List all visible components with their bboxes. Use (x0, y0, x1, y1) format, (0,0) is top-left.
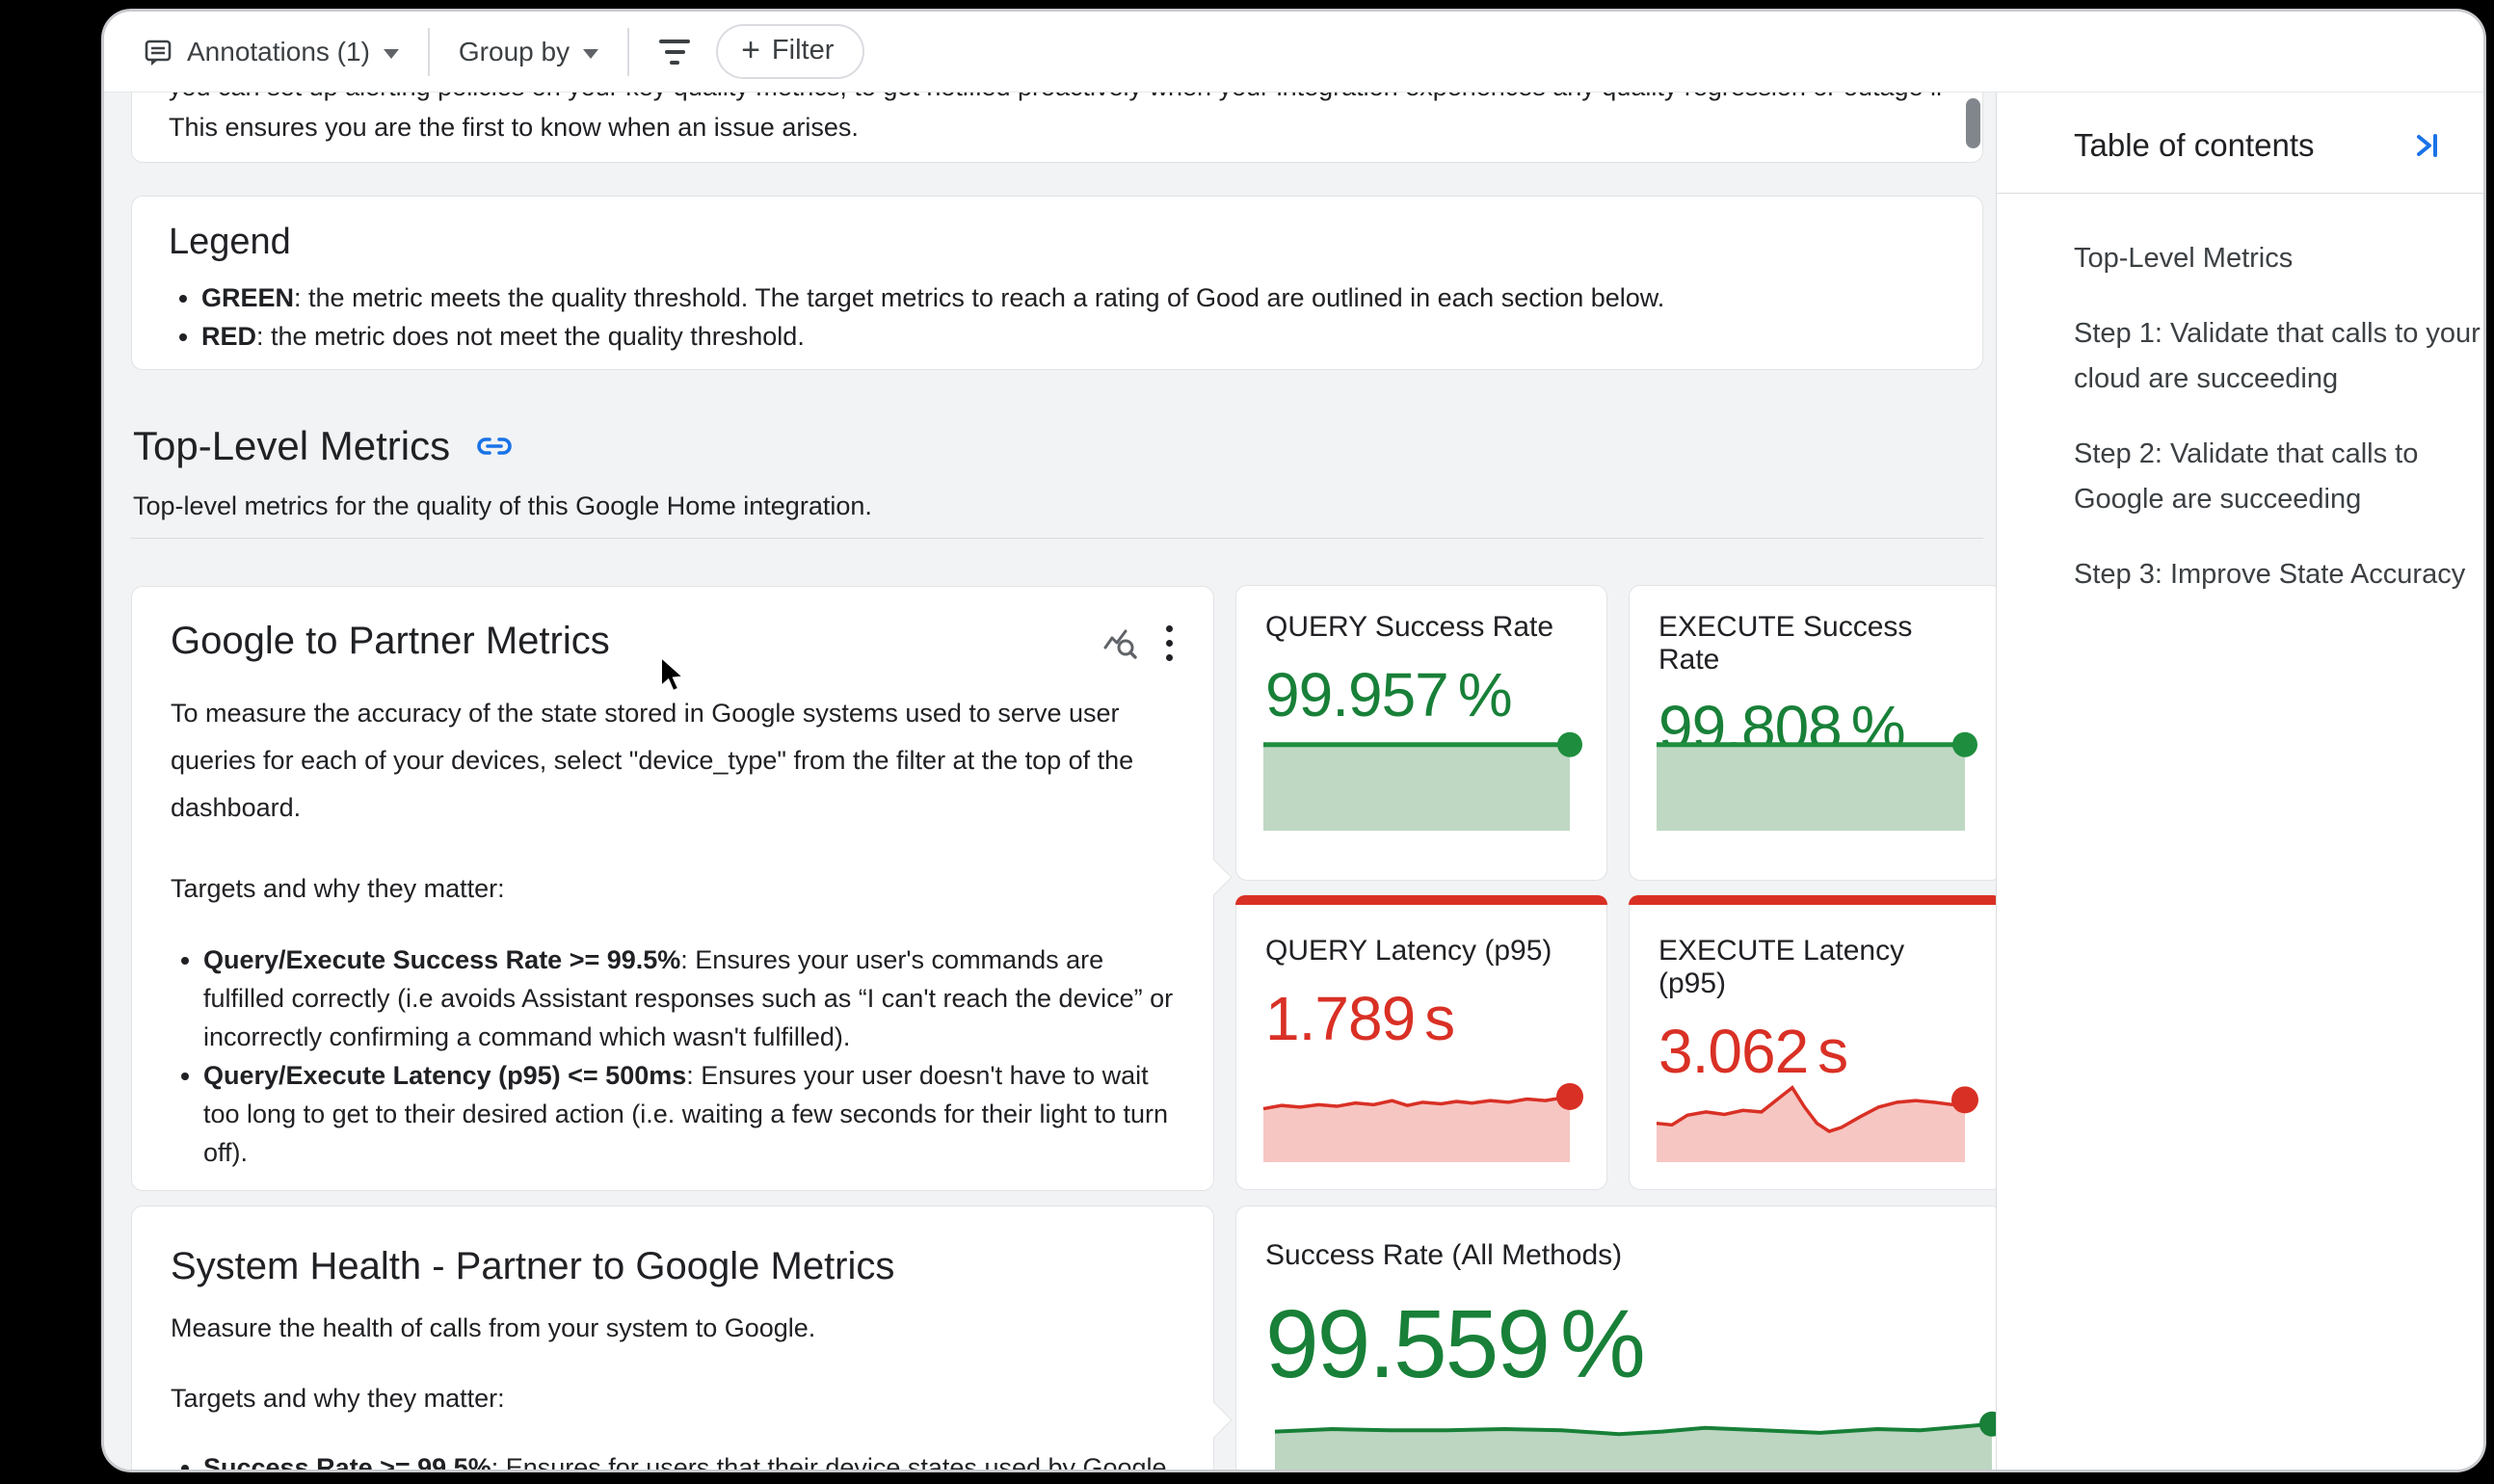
legend-list: GREEN: the metric meets the quality thre… (169, 278, 1946, 356)
metric-title: QUERY Latency (p95) (1265, 935, 1552, 967)
toc-item-step-3[interactable]: Step 3: Improve State Accuracy (2074, 559, 2466, 590)
targets-label: Targets and why they matter: (171, 1384, 505, 1413)
plus-icon: + (741, 31, 760, 68)
link-icon[interactable] (475, 432, 514, 461)
sparkline-chart (1657, 731, 1977, 831)
metric-title: EXECUTE Latency (p95) (1658, 935, 1905, 999)
execute-success-rate-card[interactable]: EXECUTE Success Rate 99.808% (1629, 585, 1996, 881)
target-item: Success Rate >= 99.5%: Ensures for users… (203, 1448, 1175, 1470)
collapse-panel-icon[interactable] (2410, 129, 2443, 162)
metric-title: QUERY Success Rate (1265, 611, 1554, 643)
targets-label: Targets and why they matter: (171, 874, 505, 903)
sparkline-chart (1656, 1085, 1978, 1162)
legend-title: Legend (169, 222, 291, 262)
threshold-fail-bar (1629, 895, 1996, 905)
card-paragraph: To measure the accuracy of the state sto… (171, 699, 1134, 822)
target-item: Query/Execute Success Rate >= 99.5%: Ens… (203, 941, 1175, 1056)
table-of-contents-panel: Table of contents Top-Level Metrics Step… (1996, 93, 2483, 1470)
section-title: Top-Level Metrics (133, 423, 451, 468)
annotations-label: Annotations (1) (187, 36, 370, 66)
top-level-metrics-heading: Top-Level Metrics (133, 423, 514, 469)
section-description: Top-level metrics for the quality of thi… (133, 491, 872, 520)
targets-list: Query/Execute Success Rate >= 99.5%: Ens… (171, 941, 1175, 1172)
alerting-info-card: you can set up alerting policies on your… (131, 93, 1983, 163)
vertical-scrollbar[interactable] (1966, 98, 1980, 148)
card-connector-arrow (1195, 1401, 1233, 1439)
sparkline-chart (1262, 1082, 1583, 1162)
metric-title: EXECUTE Success Rate (1658, 611, 1913, 676)
chevron-down-icon (583, 48, 599, 59)
card-title: Google to Partner Metrics (171, 620, 610, 662)
metric-value: 3.062 s (1658, 1017, 1848, 1086)
query-latency-card[interactable]: QUERY Latency (p95) 1.789 s (1235, 895, 1607, 1190)
chevron-down-icon (383, 48, 399, 59)
execute-latency-card[interactable]: EXECUTE Latency (p95) 3.062 s (1629, 895, 1996, 1190)
dashboard-window: Annotations (1) Group by + Filter you ca… (104, 12, 2483, 1470)
legend-card: Legend GREEN: the metric meets the quali… (131, 196, 1983, 370)
more-options-icon[interactable] (1164, 623, 1175, 663)
metrics-explorer-icon[interactable] (1102, 626, 1137, 661)
annotations-dropdown[interactable]: Annotations (1) (143, 37, 399, 67)
group-by-label: Group by (458, 36, 570, 66)
threshold-fail-bar (1235, 895, 1607, 905)
metric-value: 1.789 s (1265, 984, 1455, 1053)
query-success-rate-card[interactable]: QUERY Success Rate 99.957% (1235, 585, 1607, 881)
card-title: System Health - Partner to Google Metric… (171, 1245, 895, 1287)
filter-list-icon[interactable] (658, 39, 691, 65)
toc-item-top-level-metrics[interactable]: Top-Level Metrics (2074, 243, 2294, 274)
toc-item-step-1[interactable]: Step 1: Validate that calls to your clou… (2074, 318, 2481, 394)
add-filter-button[interactable]: + Filter (716, 24, 865, 79)
metric-title: Success Rate (All Methods) (1265, 1239, 1623, 1271)
card-connector-arrow (1195, 859, 1233, 896)
legend-item-red: RED: the metric does not meet the qualit… (201, 317, 1946, 356)
dashboard-toolbar: Annotations (1) Group by + Filter (104, 12, 2483, 93)
target-item: Query/Execute Latency (p95) <= 500ms: En… (203, 1056, 1175, 1172)
clipped-text-line: you can set up alerting policies on your… (169, 93, 1946, 101)
annotation-icon (145, 40, 172, 66)
dashboard-scroll-area[interactable]: you can set up alerting policies on your… (104, 93, 1996, 1470)
sparkline-chart (1274, 1411, 1996, 1470)
success-rate-all-methods-card[interactable]: Success Rate (All Methods) 99.559% (1235, 1206, 1996, 1470)
toc-item-step-2[interactable]: Step 2: Validate that calls to Google ar… (2074, 438, 2419, 515)
group-by-dropdown[interactable]: Group by (458, 36, 599, 67)
section-divider (131, 538, 1983, 539)
toc-header: Table of contents (1997, 93, 2483, 194)
sparkline-chart (1263, 731, 1582, 831)
mouse-cursor (660, 655, 686, 693)
legend-item-green: GREEN: the metric meets the quality thre… (201, 278, 1946, 317)
system-health-card: System Health - Partner to Google Metric… (131, 1206, 1233, 1470)
alerting-info-text: This ensures you are the first to know w… (169, 113, 859, 142)
filter-button-label: Filter (771, 35, 835, 66)
card-description: Measure the health of calls from your sy… (171, 1313, 816, 1342)
toolbar-divider (427, 27, 430, 76)
toolbar-divider (627, 27, 630, 76)
toc-title: Table of contents (2074, 127, 2315, 163)
targets-list: Success Rate >= 99.5%: Ensures for users… (171, 1448, 1175, 1470)
metric-value: 99.957% (1265, 660, 1513, 729)
metric-value: 99.559% (1265, 1290, 1646, 1398)
toc-list: Top-Level Metrics Step 1: Validate that … (1997, 194, 2483, 597)
